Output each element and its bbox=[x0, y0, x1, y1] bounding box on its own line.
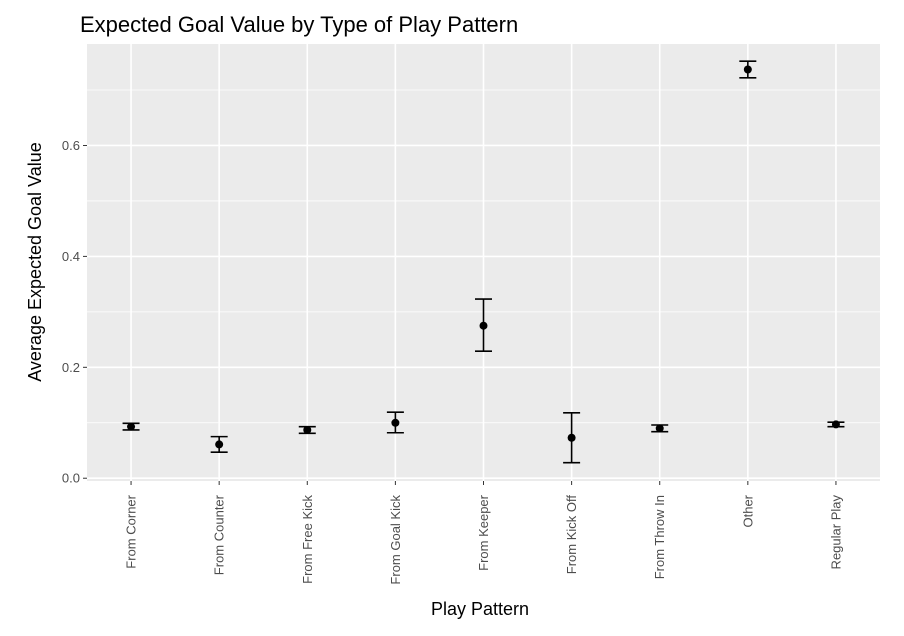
x-tick-label: From Goal Kick bbox=[388, 495, 403, 585]
data-point bbox=[127, 422, 136, 431]
y-tick-label: 0.2 bbox=[62, 360, 80, 375]
y-tick-label: 0.0 bbox=[62, 471, 80, 486]
x-tick-label: From Counter bbox=[212, 494, 227, 575]
y-axis: 0.0 0.2 0.4 0.6 bbox=[62, 138, 87, 486]
y-tick-label: 0.4 bbox=[62, 249, 80, 264]
x-tick-label: From Keeper bbox=[476, 494, 491, 571]
data-point bbox=[479, 321, 488, 330]
data-point bbox=[215, 440, 224, 449]
data-point bbox=[567, 433, 576, 442]
data-point bbox=[831, 420, 840, 429]
y-axis-title: Average Expected Goal Value bbox=[25, 142, 45, 382]
x-tick-label: From Corner bbox=[124, 494, 139, 568]
y-tick-label: 0.6 bbox=[62, 138, 80, 153]
data-point bbox=[655, 424, 664, 433]
chart-title: Expected Goal Value by Type of Play Patt… bbox=[80, 12, 518, 37]
data-point bbox=[743, 65, 752, 74]
x-tick-label: From Throw In bbox=[652, 495, 667, 579]
x-axis-title: Play Pattern bbox=[431, 599, 529, 619]
grid-major bbox=[87, 44, 880, 481]
x-tick-label: Other bbox=[740, 494, 755, 527]
data-marks bbox=[122, 60, 845, 464]
x-tick-label: From Free Kick bbox=[300, 495, 315, 584]
x-tick-label: Regular Play bbox=[828, 495, 843, 570]
x-axis: From Corner From Counter From Free Kick Fro… bbox=[124, 481, 843, 585]
x-tick-label: From Kick Off bbox=[564, 495, 579, 575]
data-point bbox=[391, 418, 400, 427]
data-point bbox=[303, 425, 312, 434]
